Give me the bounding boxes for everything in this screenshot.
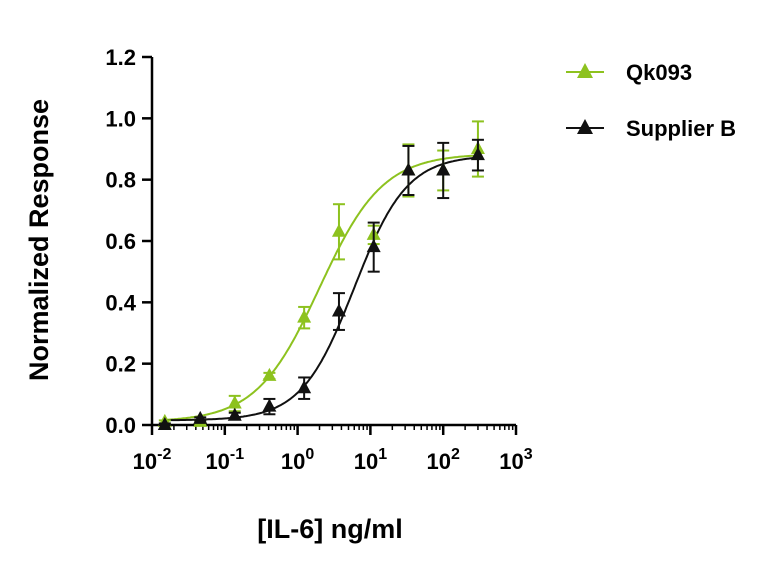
data-point: [436, 162, 451, 176]
data-point: [193, 410, 208, 424]
x-tick-label: 100: [281, 446, 314, 474]
x-tick-label: 102: [427, 446, 460, 474]
y-tick-label: 1.0: [105, 106, 136, 131]
axes: 0.0 0.2 0.4 0.6 0.8 1.0 1.2 10-2 10-1 100 101 102 10…: [105, 45, 532, 474]
x-tick-label: 101: [354, 446, 387, 474]
legend-label: Qk093: [626, 60, 692, 85]
y-tick-label: 0.8: [105, 168, 136, 193]
legend-label: Supplier B: [626, 116, 736, 141]
x-axis-title: [IL-6] ng/ml: [257, 514, 402, 544]
y-tick-label: 0.4: [105, 290, 136, 315]
y-tick-label: 0.2: [105, 352, 136, 377]
data-point: [401, 162, 416, 176]
data-point: [331, 223, 346, 237]
fit-curve: [164, 156, 479, 422]
data-point: [297, 380, 312, 394]
data-point: [157, 417, 172, 430]
legend-marker: [577, 119, 593, 134]
x-tick-label: 103: [499, 446, 532, 474]
data-points: [157, 120, 485, 430]
x-tick-label: 10-1: [205, 446, 244, 474]
legend: Qk093 Supplier B: [566, 60, 736, 141]
y-tick-label: 1.2: [105, 45, 136, 70]
data-point: [262, 398, 277, 412]
data-point: [227, 407, 242, 421]
y-tick-label: 0.0: [105, 413, 136, 438]
data-point: [262, 367, 277, 381]
y-axis-title: Normalized Response: [24, 99, 54, 381]
data-point: [297, 309, 312, 323]
data-point: [331, 303, 346, 317]
legend-marker: [577, 63, 593, 78]
data-point: [227, 395, 242, 409]
y-tick-label: 0.6: [105, 229, 136, 254]
data-point: [366, 239, 381, 253]
fit-curves: [164, 154, 479, 422]
x-tick-label: 10-2: [133, 446, 172, 474]
fit-curve: [164, 154, 478, 421]
data-point: [470, 147, 485, 161]
